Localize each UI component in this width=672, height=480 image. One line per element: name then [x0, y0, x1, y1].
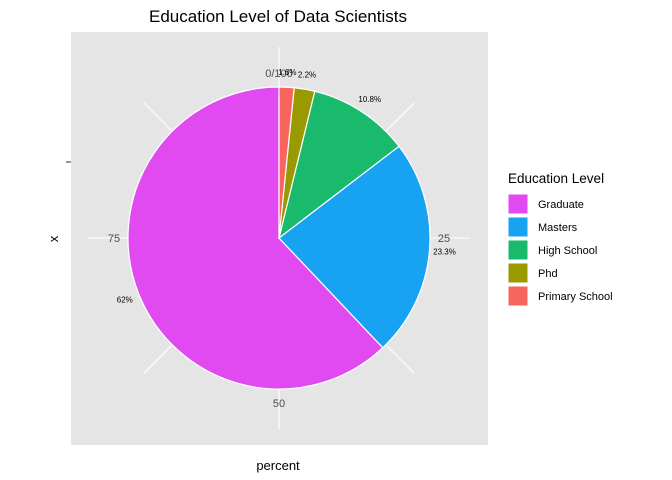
legend-swatch	[507, 239, 529, 261]
legend-label: Graduate	[538, 199, 584, 211]
x-axis-title: percent	[256, 458, 300, 473]
y-axis-title: x	[46, 235, 61, 242]
pie-slice	[278, 145, 431, 349]
theta-tick-label: 25	[438, 233, 450, 245]
pie-slice	[127, 86, 384, 390]
chart-title: Education Level of Data Scientists	[149, 7, 407, 26]
theta-tick-label: 50	[273, 398, 285, 410]
legend-label: Primary School	[538, 291, 613, 303]
data-label: 10.8%	[358, 95, 381, 104]
pie-slice	[278, 86, 295, 239]
slice-layer	[127, 86, 431, 390]
legend-label: Masters	[538, 222, 578, 234]
legend-label: High School	[538, 245, 597, 257]
legend: Education Level Graduate Masters High Scho…	[507, 171, 613, 307]
data-label: 23.3%	[433, 247, 456, 256]
legend-items: Graduate Masters High School Phd Primary Sch…	[507, 193, 613, 307]
legend-swatch	[507, 285, 529, 307]
legend-label: Phd	[538, 268, 558, 280]
legend-swatch	[507, 216, 529, 238]
data-label: 2.2%	[298, 70, 316, 79]
legend-swatch	[507, 193, 529, 215]
theta-tick-label: 75	[108, 233, 120, 245]
theta-tick-label: 0/100	[265, 68, 293, 80]
data-label: 62%	[117, 295, 133, 304]
data-label: 1.6%	[278, 68, 296, 77]
legend-swatch	[507, 262, 529, 284]
legend-title: Education Level	[508, 171, 604, 186]
pie-slice	[278, 90, 400, 240]
label-layer: 0/100 25 50 75 62% 23.3% 10.8% 2.2%1.6%	[108, 68, 456, 410]
